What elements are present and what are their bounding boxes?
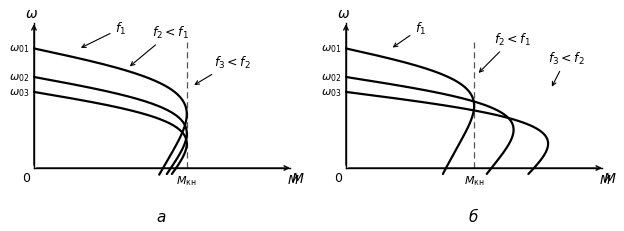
Text: $M_{\rm кн}$: $M_{\rm кн}$ <box>464 174 484 187</box>
Text: $f_1$: $f_1$ <box>82 21 127 48</box>
Text: а: а <box>156 209 165 224</box>
Text: б: б <box>468 209 477 224</box>
Text: $\omega_{01}$: $\omega_{01}$ <box>321 43 341 55</box>
Text: $M$: $M$ <box>603 171 617 185</box>
Text: $\omega_{03}$: $\omega_{03}$ <box>321 87 341 98</box>
Text: $\omega_{01}$: $\omega_{01}$ <box>9 43 29 55</box>
Text: $M$: $M$ <box>291 171 305 185</box>
Text: $M$: $M$ <box>286 174 299 187</box>
Text: $\omega_{02}$: $\omega_{02}$ <box>321 72 341 84</box>
Text: $0$: $0$ <box>334 171 343 184</box>
Text: $\omega_{02}$: $\omega_{02}$ <box>9 72 29 84</box>
Text: $f_2 < f_1$: $f_2 < f_1$ <box>479 32 530 73</box>
Text: $0$: $0$ <box>22 171 31 184</box>
Text: $M_{\rm кн}$: $M_{\rm кн}$ <box>177 174 197 187</box>
Text: $\omega$: $\omega$ <box>337 7 350 21</box>
Text: $M$: $M$ <box>598 174 611 187</box>
Text: $f_3 < f_2$: $f_3 < f_2$ <box>195 55 251 85</box>
Text: $f_2 < f_1$: $f_2 < f_1$ <box>130 25 189 66</box>
Text: $f_3 < f_2$: $f_3 < f_2$ <box>548 51 585 86</box>
Text: $f_1$: $f_1$ <box>394 21 426 48</box>
Text: $\omega$: $\omega$ <box>25 7 38 21</box>
Text: $\omega_{03}$: $\omega_{03}$ <box>9 87 29 98</box>
